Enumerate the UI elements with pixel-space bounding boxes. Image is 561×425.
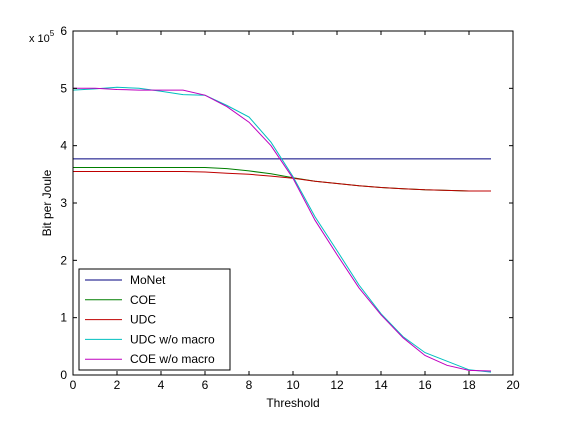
x-tick-label: 0 <box>70 378 77 392</box>
x-tick-label: 10 <box>286 378 300 392</box>
y-tick-label: 4 <box>60 139 67 153</box>
x-tick-label: 18 <box>462 378 476 392</box>
legend-label-1: COE <box>130 293 156 307</box>
legend: MoNet COE UDC UDC w/o macro COE w/o macro <box>78 268 231 371</box>
y-tick-label: 5 <box>60 81 67 95</box>
y-exponent-base: x 10 <box>29 33 50 45</box>
x-tick-label: 8 <box>246 378 253 392</box>
legend-label-4: COE w/o macro <box>130 352 215 366</box>
x-tick-label: 16 <box>418 378 432 392</box>
x-tick-label: 12 <box>330 378 344 392</box>
y-axis-label: Bit per Joule <box>40 169 54 236</box>
y-tick-label: 3 <box>60 196 67 210</box>
series-line-3 <box>72 86 492 373</box>
x-tick-label: 14 <box>374 378 388 392</box>
legend-label-3: UDC w/o macro <box>130 332 215 346</box>
x-tick-label: 6 <box>202 378 209 392</box>
x-axis-label: Threshold <box>266 396 319 410</box>
y-tick-label: 2 <box>60 253 67 267</box>
y-exponent: x 105 <box>29 29 55 45</box>
legend-label-2: UDC <box>130 313 156 327</box>
y-tick-label: 1 <box>60 311 67 325</box>
series-layer <box>72 86 492 373</box>
x-tick-label: 2 <box>114 378 121 392</box>
y-tick-label: 0 <box>60 368 67 382</box>
x-tick-label: 20 <box>506 378 520 392</box>
legend-label-0: MoNet <box>130 273 166 287</box>
series-line-2 <box>73 171 491 192</box>
y-tick-label: 6 <box>60 24 67 38</box>
x-tick-label: 4 <box>158 378 165 392</box>
y-exponent-power: 5 <box>50 29 55 38</box>
series-line-4 <box>73 87 492 372</box>
